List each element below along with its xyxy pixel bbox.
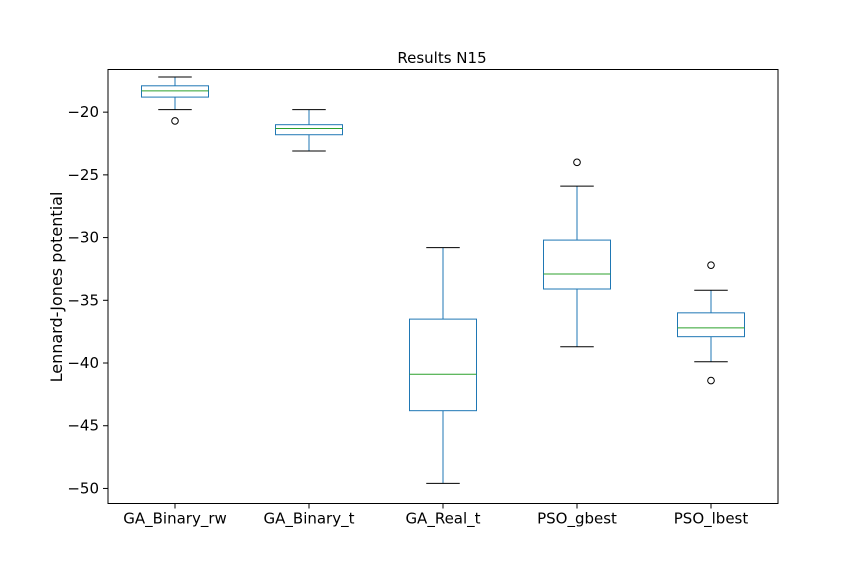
outlier-point: [707, 261, 715, 269]
x-tick-label: GA_Binary_rw: [123, 510, 227, 529]
y-tick-label: −20: [67, 103, 99, 121]
box: [275, 124, 343, 136]
y-tick-label: −25: [67, 166, 99, 184]
y-axis-label: Lennard-Jones potential: [47, 192, 66, 383]
x-tick-label: GA_Real_t: [405, 510, 480, 529]
chart-title: Results N15: [397, 49, 486, 67]
x-tick-label: GA_Binary_t: [264, 510, 355, 529]
plot-frame: [107, 69, 779, 504]
outlier-point: [707, 376, 715, 385]
outlier-point: [171, 117, 179, 125]
box: [543, 239, 611, 290]
y-tick-label: −35: [67, 291, 99, 309]
x-tick-label: PSO_gbest: [537, 510, 617, 529]
box: [677, 312, 745, 338]
outlier-point: [573, 158, 581, 167]
plot-area: −20 −25 −30 −35 −40 −45 −50 GA_Binary_rw GA_Bina…: [67, 76, 749, 529]
y-tick-label: −30: [67, 229, 99, 247]
box: [409, 318, 477, 412]
x-tick-label: PSO_lbest: [674, 510, 749, 529]
box: [141, 85, 209, 98]
y-tick-label: −50: [67, 479, 99, 497]
y-tick-label: −45: [67, 417, 99, 435]
y-tick-label: −40: [67, 354, 99, 372]
